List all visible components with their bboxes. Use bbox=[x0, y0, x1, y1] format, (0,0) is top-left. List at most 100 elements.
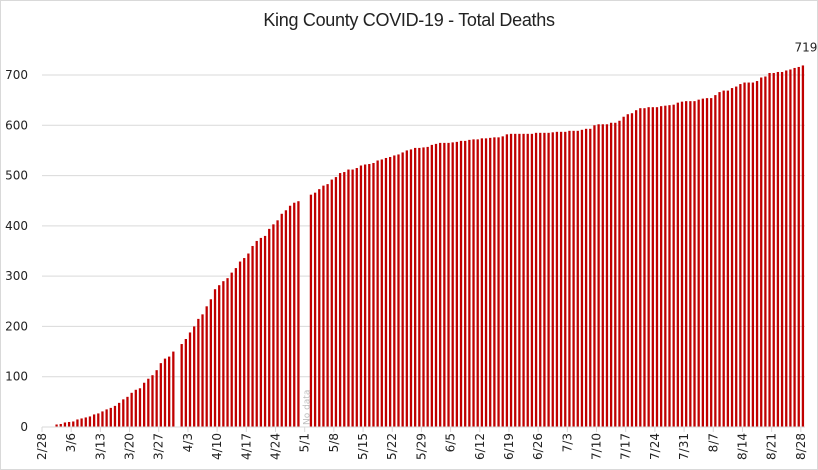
bar bbox=[368, 164, 371, 427]
bar bbox=[705, 98, 709, 427]
bar bbox=[288, 205, 292, 427]
bar bbox=[693, 101, 696, 428]
bar bbox=[772, 72, 775, 427]
bar bbox=[397, 154, 400, 428]
bar bbox=[509, 133, 513, 427]
bar bbox=[409, 149, 413, 427]
y-tick-label: 300 bbox=[5, 269, 28, 283]
bar bbox=[59, 423, 62, 427]
bar bbox=[130, 392, 133, 427]
bar bbox=[634, 110, 638, 427]
bar bbox=[580, 129, 584, 427]
bar bbox=[614, 122, 617, 428]
bar bbox=[418, 147, 421, 427]
bar bbox=[297, 201, 300, 427]
bar bbox=[789, 69, 792, 428]
bar bbox=[497, 137, 500, 427]
bar bbox=[151, 375, 154, 427]
bar bbox=[401, 152, 404, 427]
x-tick-label: 5/15 bbox=[356, 433, 370, 460]
bar bbox=[593, 125, 596, 428]
bar bbox=[622, 116, 625, 427]
bar bbox=[522, 133, 525, 427]
x-tick-label: 8/14 bbox=[735, 433, 749, 460]
bar bbox=[405, 150, 408, 427]
bar bbox=[555, 131, 559, 427]
bar bbox=[697, 99, 700, 427]
bar bbox=[101, 411, 104, 427]
x-tick-label: 4/3 bbox=[181, 433, 195, 452]
bar bbox=[797, 66, 800, 427]
x-tick-label: 6/19 bbox=[502, 433, 516, 460]
bar bbox=[564, 131, 567, 427]
no-data-label: No data bbox=[303, 390, 313, 425]
bar bbox=[159, 363, 162, 427]
bar bbox=[209, 299, 213, 427]
chart-title: King County COVID-19 - Total Deaths bbox=[263, 10, 555, 30]
y-tick-label: 500 bbox=[5, 169, 28, 183]
bar bbox=[113, 405, 117, 427]
bar bbox=[84, 417, 87, 427]
bar bbox=[526, 133, 529, 427]
bar bbox=[188, 332, 192, 427]
bar bbox=[234, 268, 238, 427]
y-tick-label: 600 bbox=[5, 118, 28, 132]
y-tick-label: 400 bbox=[5, 219, 28, 233]
bar bbox=[472, 139, 475, 427]
bar bbox=[443, 142, 446, 427]
x-tick-label: 7/3 bbox=[560, 433, 574, 452]
bar bbox=[518, 133, 521, 427]
bar bbox=[143, 382, 146, 427]
bar bbox=[184, 339, 187, 427]
bar bbox=[630, 113, 634, 428]
x-tick-label: 3/20 bbox=[123, 433, 137, 460]
x-axis: 2/28 3/6 3/13 3/20 3/27 4/3 4/10 4/17 4/24 5/1 5/8… bbox=[35, 426, 808, 460]
bar bbox=[318, 189, 321, 427]
bar bbox=[238, 261, 242, 427]
bar bbox=[755, 81, 759, 427]
bar bbox=[747, 82, 750, 428]
bar bbox=[464, 140, 467, 428]
bar bbox=[222, 281, 225, 427]
bar bbox=[597, 124, 600, 427]
bar bbox=[730, 88, 734, 428]
bar bbox=[447, 142, 450, 427]
x-tick-label: 5/1 bbox=[298, 433, 312, 452]
bar bbox=[739, 84, 742, 428]
bar bbox=[484, 138, 488, 428]
bar bbox=[660, 106, 663, 428]
bar bbox=[72, 421, 75, 427]
x-tick-label: 8/21 bbox=[765, 433, 779, 460]
bar bbox=[760, 77, 763, 427]
bar bbox=[743, 82, 746, 428]
bar bbox=[134, 389, 137, 427]
bar bbox=[780, 71, 784, 428]
bar bbox=[334, 177, 338, 427]
bar bbox=[514, 133, 517, 427]
bar bbox=[63, 422, 67, 427]
bar bbox=[263, 235, 267, 427]
bar bbox=[493, 137, 496, 427]
bar bbox=[88, 416, 92, 427]
bar bbox=[343, 172, 346, 427]
bar bbox=[459, 140, 463, 428]
bar bbox=[643, 108, 646, 427]
bar bbox=[618, 120, 621, 427]
x-tick-label: 3/13 bbox=[93, 433, 107, 460]
bar bbox=[434, 143, 438, 428]
bar bbox=[722, 90, 725, 428]
bar bbox=[776, 71, 780, 428]
bar bbox=[251, 245, 254, 427]
bar bbox=[422, 147, 425, 427]
bar bbox=[559, 131, 563, 427]
bar bbox=[568, 130, 571, 427]
bar bbox=[530, 133, 534, 427]
x-tick-label: 5/29 bbox=[414, 433, 428, 460]
bar bbox=[168, 356, 171, 427]
bar bbox=[259, 237, 263, 427]
bar bbox=[689, 101, 692, 428]
bar bbox=[543, 132, 546, 428]
bar bbox=[205, 306, 208, 427]
bar bbox=[801, 65, 805, 428]
bar bbox=[147, 378, 150, 427]
